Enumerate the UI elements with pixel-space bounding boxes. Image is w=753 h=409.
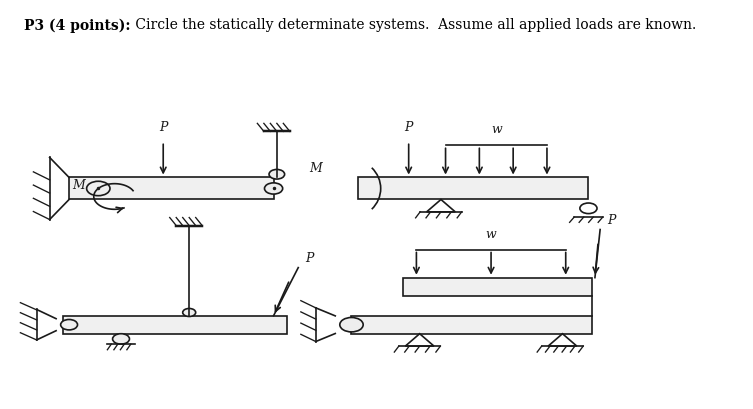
Bar [358, 178, 588, 200]
Text: P: P [305, 252, 313, 265]
Text: w: w [491, 124, 501, 136]
Circle shape [113, 334, 130, 344]
Text: P: P [159, 121, 167, 135]
Text: Circle the statically determinate systems.  Assume all applied loads are known.: Circle the statically determinate system… [131, 18, 696, 32]
Bar [404, 278, 592, 296]
Text: P3 (4 points):: P3 (4 points): [23, 18, 130, 33]
Text: M: M [72, 179, 85, 192]
Circle shape [183, 308, 196, 317]
Text: M: M [309, 162, 322, 175]
Circle shape [264, 183, 282, 194]
Bar [62, 316, 287, 334]
Bar [352, 316, 592, 334]
Text: P: P [404, 121, 413, 135]
Circle shape [87, 181, 110, 196]
Circle shape [340, 317, 363, 332]
Circle shape [61, 319, 78, 330]
Text: w: w [486, 227, 496, 240]
Bar [69, 178, 273, 200]
Circle shape [269, 169, 285, 179]
Text: P: P [607, 213, 615, 227]
